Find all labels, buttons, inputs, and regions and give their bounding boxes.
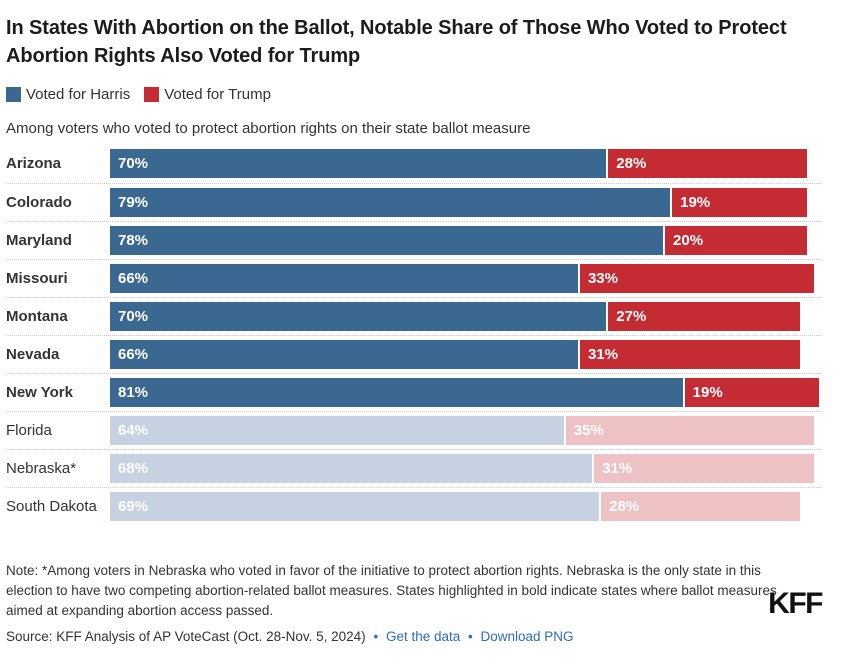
bar-track: 64% 35% <box>110 415 819 445</box>
state-label: Florida <box>6 421 52 439</box>
legend-label-harris: Voted for Harris <box>26 85 131 103</box>
trump-value-label: 33% <box>587 269 618 287</box>
state-label: Arizona <box>6 155 62 173</box>
chart-row: New York 81% 19% <box>6 372 821 411</box>
chart-row: Montana 70% 27% <box>6 296 821 335</box>
harris-bar-segment: 64% <box>110 415 564 445</box>
bar-track: 79% 19% <box>110 187 819 217</box>
harris-swatch-icon <box>6 86 21 102</box>
source-line: Source: KFF Analysis of AP VoteCast (Oct… <box>6 629 830 644</box>
trump-value-label: 35% <box>573 421 604 439</box>
trump-value-label: 20% <box>673 231 704 249</box>
trump-bar-segment: 35% <box>565 415 814 445</box>
trump-swatch-icon <box>144 86 160 102</box>
chart-subtitle: Among voters who voted to protect aborti… <box>6 119 531 137</box>
bullet-separator: • <box>373 628 379 644</box>
bar-track: 66% 33% <box>110 263 819 293</box>
bar-track: 66% 31% <box>110 339 819 369</box>
state-label: Nevada <box>6 345 60 363</box>
state-label: Montana <box>6 307 68 325</box>
get-the-data-link[interactable]: Get the data <box>385 628 461 644</box>
harris-value-label: 70% <box>118 155 149 173</box>
harris-value-label: 70% <box>118 307 149 325</box>
harris-value-label: 81% <box>118 383 149 401</box>
harris-bar-segment: 66% <box>110 339 578 369</box>
footnote: Note: *Among voters in Nebraska who vote… <box>6 562 777 619</box>
trump-bar-segment: 19% <box>672 187 807 217</box>
bar-track: 70% 27% <box>110 301 819 331</box>
state-label: Maryland <box>6 231 72 249</box>
harris-bar-segment: 70% <box>110 149 607 179</box>
trump-value-label: 28% <box>609 497 640 515</box>
bar-track: 70% 28% <box>110 149 819 179</box>
bar-track: 81% 19% <box>110 377 819 407</box>
legend-item-trump: Voted for Trump <box>144 86 271 103</box>
harris-value-label: 68% <box>118 459 149 477</box>
harris-value-label: 69% <box>118 497 149 515</box>
bullet-separator: • <box>468 628 473 644</box>
chart-title: In States With Abortion on the Ballot, N… <box>6 17 787 68</box>
trump-value-label: 28% <box>616 155 647 173</box>
harris-bar-segment: 68% <box>110 453 593 483</box>
trump-value-label: 31% <box>602 459 633 477</box>
chart-row: Nevada 66% 31% <box>6 334 821 373</box>
trump-bar-segment: 33% <box>579 263 814 293</box>
harris-bar-segment: 70% <box>110 301 607 331</box>
harris-value-label: 66% <box>118 345 149 363</box>
trump-bar-segment: 28% <box>608 149 807 179</box>
state-label: Nebraska* <box>6 459 77 477</box>
bar-chart: Arizona 70% 28% Colorado 79% 19% <box>6 145 821 525</box>
trump-bar-segment: 31% <box>579 339 800 369</box>
harris-value-label: 64% <box>118 421 149 439</box>
trump-value-label: 31% <box>587 345 618 363</box>
chart-row: Missouri 66% 33% <box>6 258 821 297</box>
chart-row: Maryland 78% 20% <box>6 220 821 259</box>
trump-bar-segment: 27% <box>608 301 800 331</box>
download-png-link[interactable]: Download PNG <box>480 628 574 644</box>
kff-logo: KFF <box>768 587 823 620</box>
harris-value-label: 79% <box>118 193 149 211</box>
trump-value-label: 27% <box>616 307 647 325</box>
trump-bar-segment: 31% <box>594 453 814 483</box>
state-label: Missouri <box>6 269 68 287</box>
trump-bar-segment: 19% <box>684 377 819 407</box>
harris-bar-segment: 69% <box>110 491 600 521</box>
harris-bar-segment: 78% <box>110 225 664 255</box>
bar-track: 69% 28% <box>110 491 819 521</box>
harris-bar-segment: 66% <box>110 263 578 293</box>
chart-row: South Dakota 69% 28% <box>6 486 821 525</box>
chart-row: Florida 64% 35% <box>6 410 821 449</box>
state-label: New York <box>6 383 73 401</box>
trump-bar-segment: 20% <box>665 225 807 255</box>
trump-bar-segment: 28% <box>601 491 800 521</box>
state-label: South Dakota <box>6 497 97 515</box>
chart-row: Nebraska* 68% 31% <box>6 448 821 487</box>
harris-value-label: 66% <box>118 269 149 287</box>
bar-track: 78% 20% <box>110 225 819 255</box>
trump-value-label: 19% <box>692 383 723 401</box>
chart-row: Colorado 79% 19% <box>6 182 821 221</box>
legend: Voted for Harris Voted for Trump <box>6 86 830 103</box>
harris-value-label: 78% <box>118 231 149 249</box>
state-label: Colorado <box>6 193 72 211</box>
bar-track: 68% 31% <box>110 453 819 483</box>
chart-row: Arizona 70% 28% <box>6 145 821 183</box>
trump-value-label: 19% <box>680 193 711 211</box>
legend-item-harris: Voted for Harris <box>6 86 130 103</box>
harris-bar-segment: 81% <box>110 377 683 407</box>
source-text: Source: KFF Analysis of AP VoteCast (Oct… <box>6 628 366 644</box>
harris-bar-segment: 79% <box>110 187 671 217</box>
legend-label-trump: Voted for Trump <box>164 85 271 103</box>
